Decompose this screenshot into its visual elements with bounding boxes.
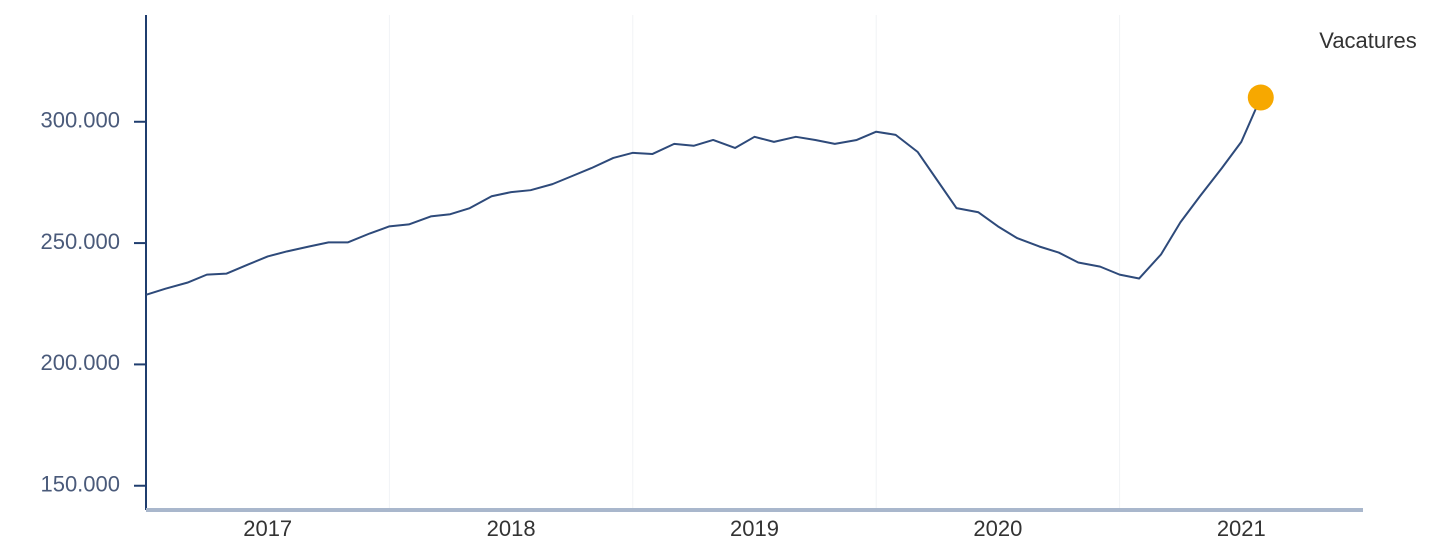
end-marker [1247,84,1274,111]
x-tick-label: 2019 [730,516,779,541]
legend-label: Vacatures [1319,28,1416,53]
y-tick-label: 250.000 [40,229,120,254]
x-tick-label: 2018 [487,516,536,541]
y-tick-label: 150.000 [40,472,120,497]
x-tick-label: 2021 [1217,516,1266,541]
x-tick-label: 2017 [243,516,292,541]
y-tick-label: 300.000 [40,108,120,133]
y-tick-label: 200.000 [40,350,120,375]
line [145,97,1262,296]
x-tick-label: 2020 [973,516,1022,541]
